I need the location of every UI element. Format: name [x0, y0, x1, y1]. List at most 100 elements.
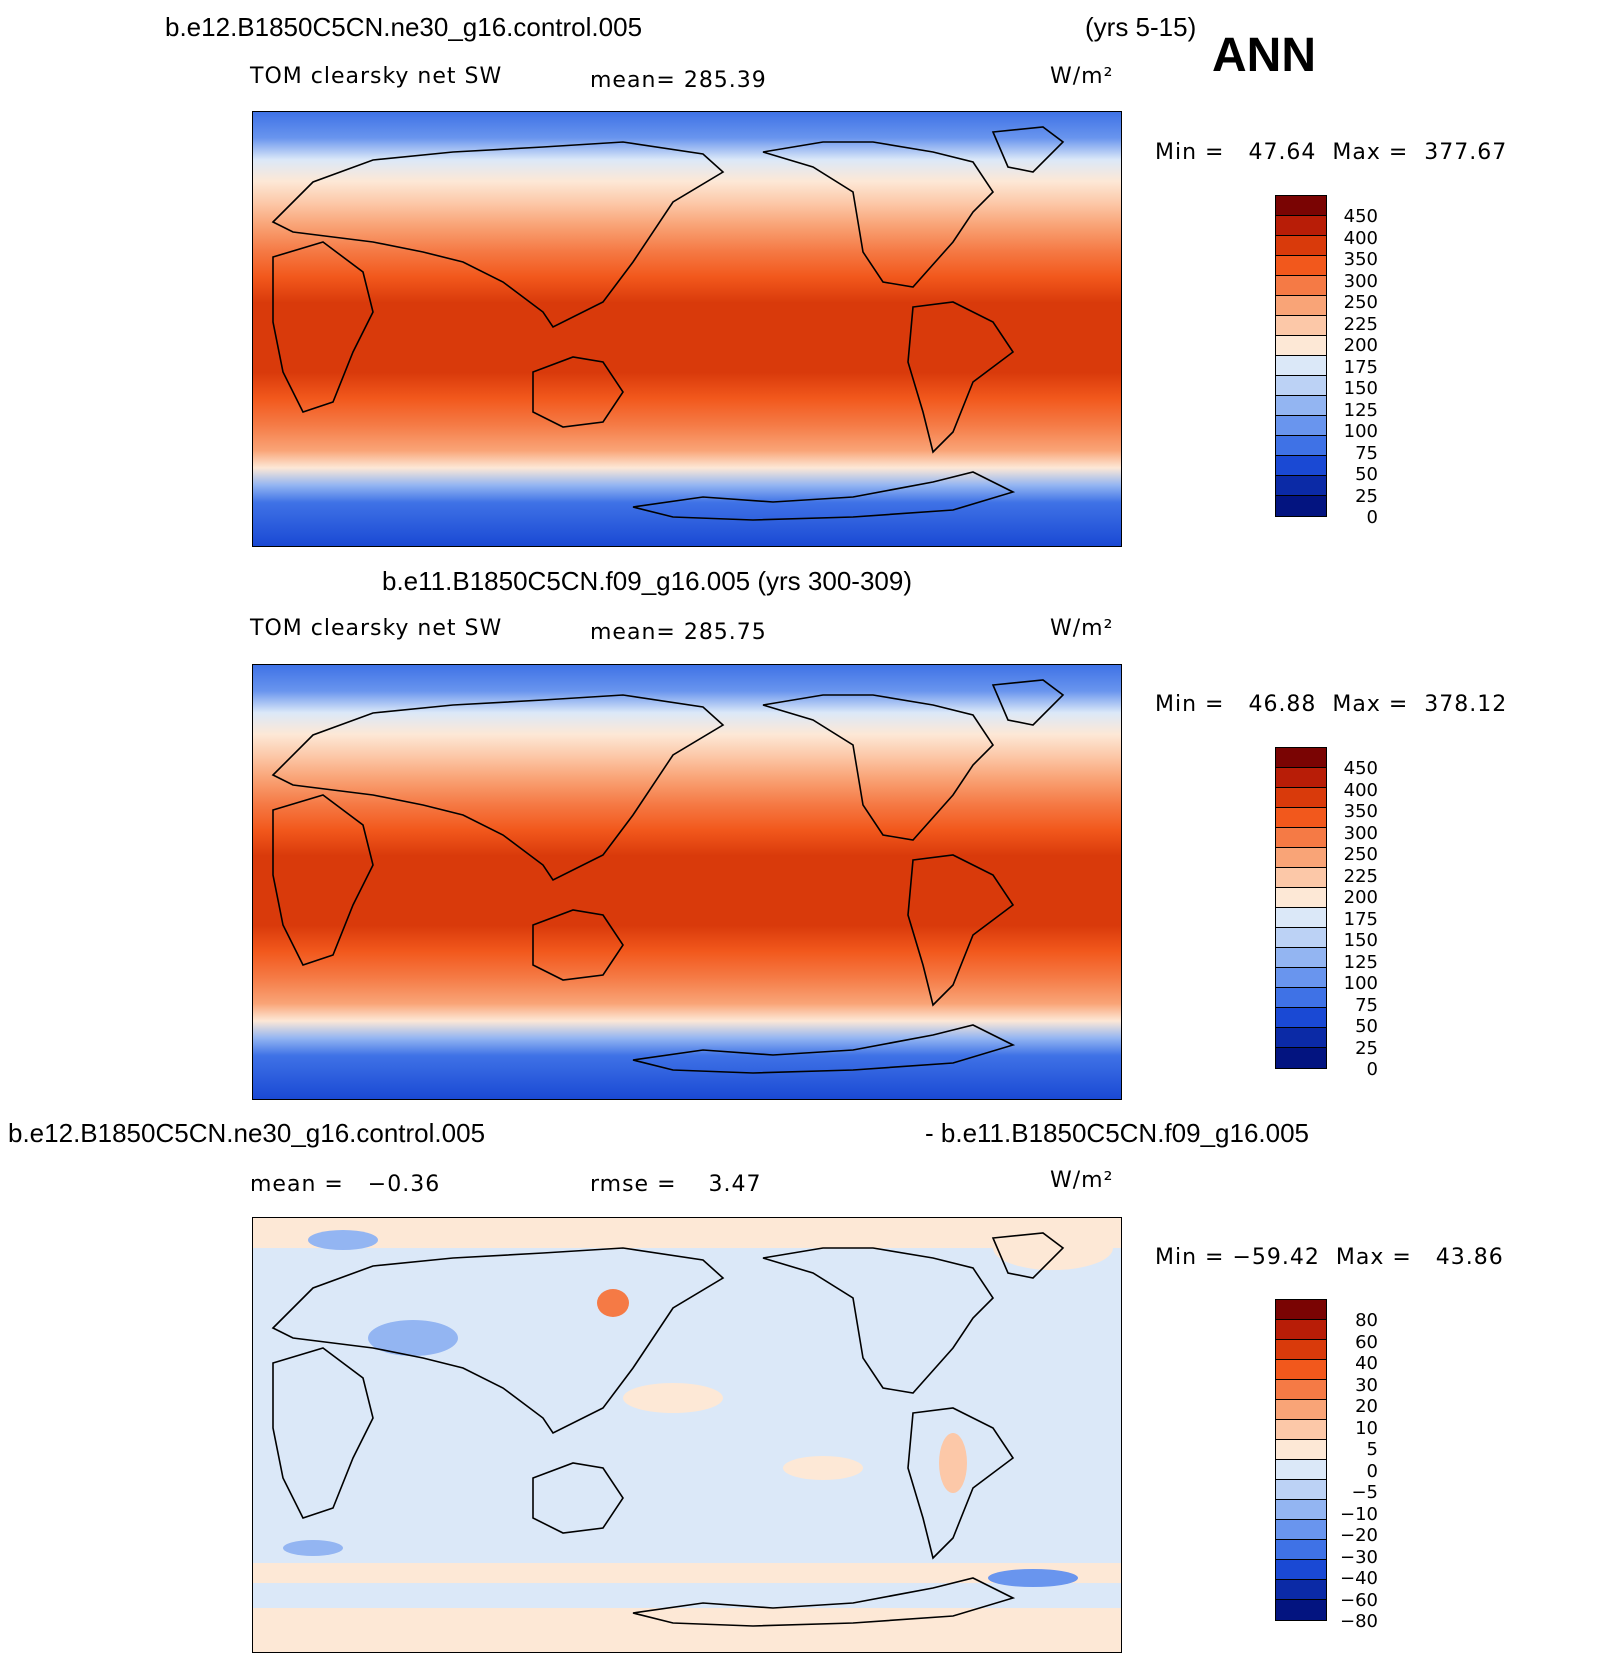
- panel2-colorbar-tick-label: 350: [1343, 801, 1378, 822]
- panel2-colorbar-tick-label: 100: [1343, 973, 1378, 994]
- panel2-colorbar-box: [1276, 948, 1326, 968]
- panel1-colorbar-box: [1276, 476, 1326, 496]
- panel1-mean-label: mean= 285.39: [590, 68, 767, 93]
- panel3-colorbar-tick-label: 5: [1366, 1439, 1378, 1460]
- panel3-colorbar-tick-label: 10: [1355, 1417, 1378, 1439]
- panel3-colorbar-box: [1276, 1400, 1326, 1420]
- panel1-colorbar-box: [1276, 396, 1326, 416]
- panel3-colorbar-box: [1276, 1340, 1326, 1360]
- panel2-colorbar-tick-label: 200: [1343, 887, 1378, 908]
- panel1-colorbar-box: [1276, 376, 1326, 396]
- panel3-colorbar-tick-label: 20: [1355, 1396, 1378, 1417]
- panel1-colorbar-ticks: 450 400 350 300 250 225 200 175 150 125 100 75 50 25 0: [1340, 206, 1378, 529]
- panel2-colorbar-box: [1276, 888, 1326, 908]
- panel1-colorbar-box: [1276, 256, 1326, 276]
- season-label: ANN: [1212, 29, 1316, 82]
- panel2-colorbar-box: [1276, 968, 1326, 988]
- panel3-colorbar-box: [1276, 1560, 1326, 1580]
- panel2-colorbar-box: [1276, 788, 1326, 808]
- panel2-colorbar: [1275, 747, 1327, 1069]
- panel3-colorbar-box: [1276, 1500, 1326, 1520]
- panel3-colorbar-tick-label: −60: [1340, 1589, 1378, 1611]
- panel2-colorbar-tick-label: 150: [1343, 930, 1378, 951]
- panel1-coastlines: [271, 126, 1065, 521]
- panel3-colorbar-tick-label: 30: [1355, 1374, 1378, 1396]
- panel3-colorbar-box: [1276, 1580, 1326, 1600]
- panel1-colorbar-tick-label: 450: [1343, 206, 1378, 227]
- panel1-minmax-label: Min = 47.64 Max = 377.67: [1155, 140, 1508, 165]
- panel3-colorbar-tick-label: 60: [1355, 1331, 1378, 1353]
- panel3-rmse-label: rmse = 3.47: [590, 1172, 762, 1197]
- panel1-colorbar-box: [1276, 296, 1326, 316]
- panel1-colorbar-tick-label: 400: [1343, 227, 1378, 249]
- panel2-colorbar-box: [1276, 768, 1326, 788]
- panel2-colorbar-tick-label: 450: [1343, 758, 1378, 779]
- panel3-colorbar-box: [1276, 1460, 1326, 1480]
- panel1-colorbar-tick-label: 200: [1343, 335, 1378, 356]
- panel1-colorbar-tick-label: 50: [1355, 464, 1378, 485]
- panel1-units-label: W/m²: [1050, 64, 1114, 89]
- panel3-colorbar-box: [1276, 1440, 1326, 1460]
- panel3-colorbar-tick-label: 0: [1366, 1460, 1378, 1482]
- panel1-case-title: b.e12.B1850C5CN.ne30_g16.control.005: [165, 12, 643, 42]
- panel3-colorbar-tick-label: −40: [1340, 1568, 1378, 1589]
- panel3-anomaly-patches: [253, 1218, 1121, 1652]
- panel3-colorbar-tick-label: −20: [1340, 1525, 1378, 1546]
- panel2-colorbar-tick-label: 50: [1355, 1016, 1378, 1037]
- panel1-colorbar-box: [1276, 356, 1326, 376]
- panel1-colorbar-box: [1276, 216, 1326, 236]
- panel1-colorbar-tick-label: 125: [1343, 399, 1378, 421]
- panel3-colorbar-box: [1276, 1320, 1326, 1340]
- panel2-mean-label: mean= 285.75: [590, 620, 767, 645]
- panel3-mean-label: mean = −0.36: [250, 1172, 441, 1197]
- panel1-colorbar-box: [1276, 276, 1326, 296]
- panel1-colorbar-tick-label: 350: [1343, 249, 1378, 270]
- panel2-colorbar-box: [1276, 1008, 1326, 1028]
- panel3-case-right: - b.e11.B1850C5CN.f09_g16.005: [925, 1118, 1310, 1148]
- panel2-colorbar-tick-label: 175: [1343, 908, 1378, 930]
- panel1-colorbar-box: [1276, 436, 1326, 456]
- panel1-colorbar-box: [1276, 236, 1326, 256]
- panel2-colorbar-box: [1276, 868, 1326, 888]
- panel2-colorbar-box: [1276, 828, 1326, 848]
- panel2-colorbar-box: [1276, 1048, 1326, 1068]
- panel3-colorbar-box: [1276, 1380, 1326, 1400]
- panel1-colorbar-tick-label: 225: [1343, 313, 1378, 335]
- panel1-colorbar-tick-label: 300: [1343, 270, 1378, 292]
- panel3-coastlines: [271, 1232, 1065, 1627]
- panel2-colorbar-tick-label: 400: [1343, 779, 1378, 801]
- panel1-colorbar-box: [1276, 456, 1326, 476]
- panel3-colorbar-ticks: 80 60 40 30 20 10 5 0 −5 −10 −20 −30 −40 −60 −80: [1340, 1310, 1378, 1633]
- panel2-colorbar-ticks: 450 400 350 300 250 225 200 175 150 125 100 75 50 25 0: [1340, 758, 1378, 1081]
- panel3-colorbar-tick-label: 80: [1355, 1310, 1378, 1331]
- panel1-colorbar-box: [1276, 416, 1326, 436]
- panel2-units-label: W/m²: [1050, 616, 1114, 641]
- panel2-title: b.e11.B1850C5CN.f09_g16.005 (yrs 300-309…: [382, 566, 912, 596]
- panel1-colorbar-tick-label: 75: [1355, 442, 1378, 464]
- panel1-colorbar-tick-label: 150: [1343, 378, 1378, 399]
- panel2-colorbar-tick-label: 0: [1366, 1059, 1378, 1080]
- panel3-colorbar-box: [1276, 1480, 1326, 1500]
- panel1-colorbar-box: [1276, 196, 1326, 216]
- panel2-colorbar-tick-label: 25: [1355, 1037, 1378, 1059]
- panel1-colorbar-tick-label: 100: [1343, 421, 1378, 442]
- panel2-colorbar-box: [1276, 848, 1326, 868]
- panel3-map: [252, 1217, 1122, 1653]
- panel2-map: [252, 664, 1122, 1100]
- panel2-colorbar-box: [1276, 908, 1326, 928]
- panel3-colorbar-tick-label: 40: [1355, 1353, 1378, 1374]
- panel3-colorbar-tick-label: −30: [1340, 1546, 1378, 1568]
- panel2-colorbar-tick-label: 125: [1343, 951, 1378, 973]
- panel3-colorbar-box: [1276, 1420, 1326, 1440]
- panel3-colorbar-box: [1276, 1540, 1326, 1560]
- panel2-colorbar-tick-label: 225: [1343, 865, 1378, 887]
- panel1-colorbar-box: [1276, 336, 1326, 356]
- panel2-colorbar-box: [1276, 988, 1326, 1008]
- panel2-colorbar-tick-label: 75: [1355, 994, 1378, 1016]
- panel2-colorbar-box: [1276, 748, 1326, 768]
- panel3-colorbar: [1275, 1299, 1327, 1621]
- panel1-colorbar: [1275, 195, 1327, 517]
- panel2-colorbar-tick-label: 250: [1343, 844, 1378, 865]
- panel1-colorbar-tick-label: 250: [1343, 292, 1378, 313]
- panel3-case-left: b.e12.B1850C5CN.ne30_g16.control.005: [8, 1118, 486, 1148]
